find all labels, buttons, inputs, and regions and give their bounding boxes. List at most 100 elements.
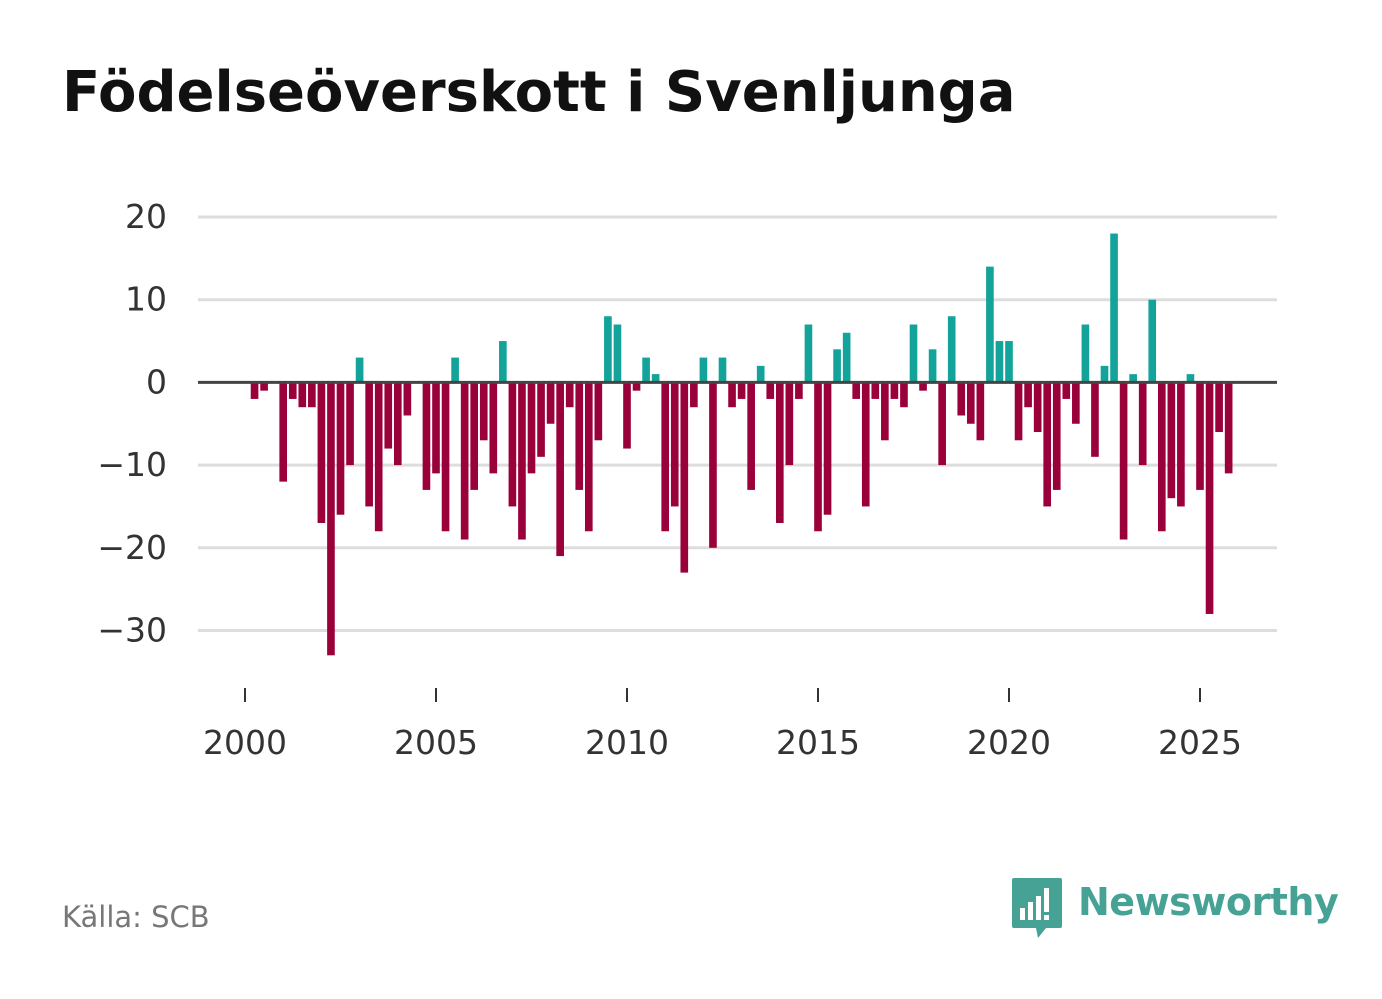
bar <box>527 382 536 474</box>
bar <box>804 324 813 383</box>
y-tick-label: 10 <box>125 280 167 319</box>
source-note: Källa: SCB <box>62 900 210 934</box>
bar <box>355 357 364 383</box>
bar <box>785 382 794 466</box>
bar <box>317 382 326 523</box>
x-tick-label: 2000 <box>203 723 287 762</box>
bar <box>718 357 727 383</box>
bar <box>346 382 354 466</box>
bar <box>1157 382 1166 532</box>
bar <box>470 382 479 490</box>
bar <box>833 349 841 383</box>
bar <box>651 374 660 383</box>
y-tick-label: −20 <box>97 528 167 567</box>
bar <box>795 382 803 399</box>
bar <box>1110 233 1118 383</box>
bar <box>680 382 689 573</box>
bar <box>1167 382 1176 499</box>
bar <box>422 382 431 490</box>
bar <box>336 382 345 515</box>
bar <box>403 382 412 416</box>
bar <box>489 382 498 474</box>
bar <box>1091 382 1099 457</box>
bar <box>852 382 861 399</box>
bar <box>1205 382 1214 614</box>
bar <box>327 382 335 656</box>
bar <box>1024 382 1032 408</box>
bar <box>279 382 288 482</box>
bar <box>728 382 736 408</box>
bar <box>986 266 994 383</box>
bar <box>766 382 775 399</box>
x-tick-label: 2005 <box>394 723 478 762</box>
y-tick-label: 20 <box>125 197 167 236</box>
bar <box>814 382 822 532</box>
bar <box>632 382 641 391</box>
bar <box>393 382 402 466</box>
bar <box>623 382 631 449</box>
bar <box>384 382 393 449</box>
bar <box>871 382 880 399</box>
bars <box>250 233 1233 656</box>
bar <box>575 382 584 490</box>
bar <box>957 382 966 416</box>
bar <box>890 382 899 399</box>
bar <box>1033 382 1042 433</box>
brand-logo: Newsworthy <box>1012 878 1339 940</box>
bar <box>938 382 946 466</box>
bar <box>260 382 268 391</box>
bar <box>518 382 526 540</box>
bar <box>1177 382 1185 507</box>
bar <box>451 357 459 383</box>
bar <box>823 382 832 515</box>
bar <box>604 316 612 383</box>
bar <box>1062 382 1071 399</box>
bar <box>881 382 889 441</box>
bar <box>565 382 574 408</box>
bar <box>909 324 918 383</box>
x-tick-label: 2025 <box>1158 723 1242 762</box>
bar <box>670 382 679 507</box>
bar <box>546 382 555 424</box>
bar <box>1100 365 1109 383</box>
bar <box>642 357 650 383</box>
bar <box>966 382 975 424</box>
bar <box>1186 374 1195 383</box>
bar <box>1196 382 1204 490</box>
bar <box>1215 382 1223 433</box>
bar <box>976 382 985 441</box>
bar <box>374 382 383 532</box>
bar <box>1005 341 1013 383</box>
bar <box>1052 382 1061 490</box>
bar <box>1129 374 1137 383</box>
bar <box>928 349 937 383</box>
bar <box>900 382 908 408</box>
bar <box>861 382 870 507</box>
bar <box>460 382 469 540</box>
chart-title: Födelseöverskott i Svenljunga <box>62 60 1016 125</box>
bar <box>690 382 698 408</box>
bar <box>1119 382 1128 540</box>
bar <box>537 382 545 457</box>
y-tick-label: −30 <box>97 611 167 650</box>
bar <box>594 382 603 441</box>
bar <box>613 324 622 383</box>
bar <box>1224 382 1233 474</box>
bar <box>756 365 765 383</box>
bar <box>919 382 927 391</box>
bar <box>365 382 373 507</box>
bar <box>661 382 670 532</box>
bar <box>298 382 307 408</box>
bar <box>737 382 746 399</box>
bar <box>432 382 440 474</box>
bar <box>747 382 755 490</box>
bar <box>556 382 564 557</box>
bar <box>584 382 593 532</box>
bar <box>308 382 316 408</box>
bar <box>842 332 851 383</box>
x-tick-label: 2015 <box>776 723 860 762</box>
bar <box>1148 299 1157 383</box>
bar <box>1138 382 1147 466</box>
